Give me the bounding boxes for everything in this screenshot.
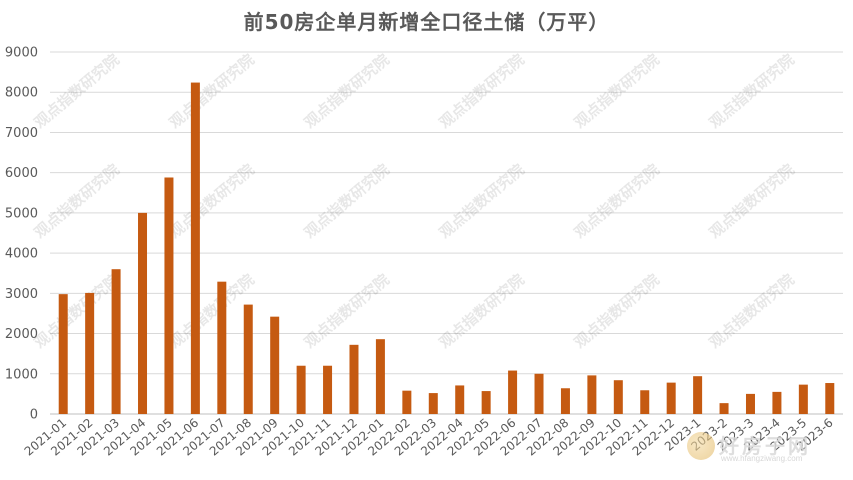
y-tick-label: 8000 [5, 86, 38, 101]
bar [190, 82, 200, 415]
bar [85, 292, 95, 414]
y-tick-label: 9000 [5, 46, 38, 61]
bar [481, 391, 491, 414]
watermark-text: 观点指数研究院 [436, 51, 528, 132]
y-tick-label: 6000 [5, 166, 38, 181]
bar [640, 390, 650, 414]
bar [428, 393, 438, 414]
bar [217, 281, 227, 414]
bar [613, 380, 623, 414]
watermark-text: 观点指数研究院 [571, 51, 663, 132]
y-tick-label: 5000 [5, 206, 38, 221]
bar [323, 365, 333, 414]
bar [745, 393, 755, 414]
site-logo: 好房子网 www.hfangziwang.com [685, 430, 835, 464]
bar [270, 316, 280, 414]
bar [825, 383, 835, 414]
bar [164, 177, 174, 414]
chart-title: 前50房企单月新增全口径土储（万平） [243, 10, 610, 34]
y-tick-label: 2000 [5, 327, 38, 342]
bar [349, 344, 359, 414]
y-tick-label: 0 [30, 408, 38, 423]
bar [798, 384, 808, 414]
bar [508, 370, 518, 414]
watermark-text: 观点指数研究院 [706, 51, 798, 132]
bar [772, 391, 782, 414]
logo-icon [687, 432, 715, 460]
gridlines [50, 51, 843, 415]
y-tick-label: 1000 [5, 367, 38, 382]
bar [296, 365, 306, 414]
bar [560, 388, 570, 414]
bar [719, 403, 729, 414]
bar [243, 304, 253, 414]
bar [58, 294, 68, 414]
logo-text: 好房子网 [719, 434, 811, 458]
bar [693, 376, 703, 414]
logo-url: www.hfangziwang.com [721, 454, 803, 463]
bar [534, 373, 544, 414]
watermark-text: 观点指数研究院 [706, 271, 798, 352]
watermark-text: 观点指数研究院 [31, 51, 123, 132]
y-tick-label: 4000 [5, 247, 38, 262]
bar [402, 390, 412, 414]
bar [111, 269, 121, 414]
watermark-text: 观点指数研究院 [31, 271, 123, 352]
bar [455, 385, 465, 414]
bars [58, 82, 835, 415]
y-tick-label: 7000 [5, 126, 38, 141]
bar [138, 212, 148, 414]
watermark-text: 观点指数研究院 [166, 51, 258, 132]
y-axis: 0 1000 2000 3000 4000 5000 6000 7000 8000 9000 [5, 46, 38, 423]
bar [666, 382, 676, 414]
y-tick-label: 3000 [5, 287, 38, 302]
bar [375, 339, 385, 414]
watermark-text: 观点指数研究院 [436, 271, 528, 352]
watermark-text: 观点指数研究院 [301, 51, 393, 132]
watermark-text: 观点指数研究院 [571, 271, 663, 352]
bar [587, 375, 597, 414]
